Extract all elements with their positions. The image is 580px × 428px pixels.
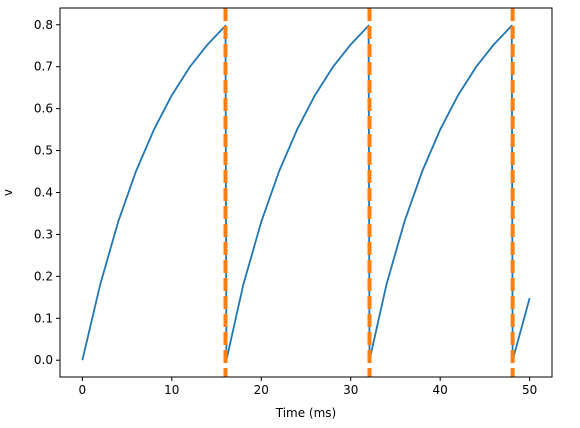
plot-area xyxy=(81,8,531,377)
y-tick-label-6: 0.6 xyxy=(34,102,53,116)
x-tick-label-1: 10 xyxy=(164,383,179,397)
y-tick-label-8: 0.8 xyxy=(34,18,53,32)
y-axis-label: v xyxy=(1,189,15,196)
axes: 0 10 20 30 40 50 0.0 0.1 0.2 0.3 0.4 0.5 0.6 0.7 0.8 xyxy=(34,7,553,397)
y-tick-label-1: 0.1 xyxy=(34,311,53,325)
x-tick-label-0: 0 xyxy=(79,383,87,397)
y-tick-label-4: 0.4 xyxy=(34,186,53,200)
x-axis-label: Time (ms) xyxy=(275,406,337,420)
x-tick-label-3: 30 xyxy=(343,383,358,397)
y-tick-label-3: 0.3 xyxy=(34,227,53,241)
x-tick-label-2: 20 xyxy=(254,383,269,397)
x-tick-label-5: 50 xyxy=(522,383,537,397)
x-tick-label-4: 40 xyxy=(433,383,448,397)
series-line-0 xyxy=(81,24,531,362)
y-tick-label-0: 0.0 xyxy=(34,353,53,367)
plot-content xyxy=(81,8,531,377)
y-tick-label-2: 0.2 xyxy=(34,269,53,283)
y-tick-label-5: 0.5 xyxy=(34,144,53,158)
y-tick-label-7: 0.7 xyxy=(34,60,53,74)
